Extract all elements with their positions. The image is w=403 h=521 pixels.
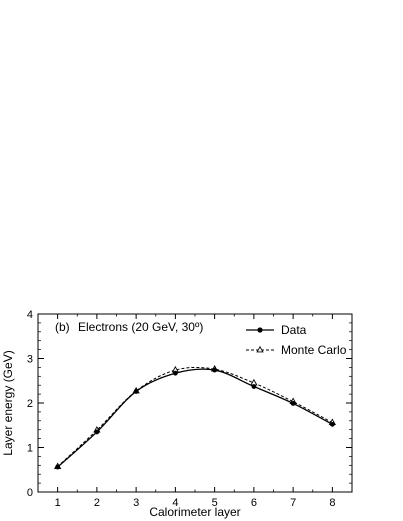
legend: Data Monte Carlo bbox=[246, 323, 347, 357]
x-tick-label: 3 bbox=[133, 497, 139, 509]
data-point bbox=[94, 429, 100, 435]
monte-carlo-line bbox=[57, 366, 333, 467]
panel-label: (b) bbox=[55, 320, 70, 334]
x-tick-label: 6 bbox=[251, 497, 257, 509]
axis-ticks: 1 2 3 4 5 6 7 8 0 1 2 3 4 bbox=[27, 309, 353, 509]
data-point bbox=[251, 384, 257, 389]
y-tick-label: 4 bbox=[27, 309, 33, 321]
legend-label-monte-carlo: Monte Carlo bbox=[281, 343, 347, 357]
y-tick-label: 3 bbox=[27, 354, 33, 366]
y-tick-label: 1 bbox=[27, 443, 33, 455]
y-axis-label: Layer energy (GeV) bbox=[1, 350, 15, 455]
x-axis-label: Calorimeter layer bbox=[149, 505, 240, 519]
legend-marker-data bbox=[257, 327, 263, 333]
series-layer bbox=[53, 365, 337, 470]
plot-area: 1 2 3 4 5 6 7 8 0 1 2 3 4 bbox=[27, 309, 353, 509]
x-tick-label: 1 bbox=[55, 497, 61, 509]
series-monte-carlo bbox=[53, 365, 337, 470]
data-point bbox=[133, 389, 139, 394]
plot-frame bbox=[37, 313, 353, 493]
data-point bbox=[329, 421, 335, 427]
x-tick-label: 5 bbox=[212, 497, 218, 509]
legend-label-data: Data bbox=[281, 323, 307, 337]
legend-entry-monte-carlo: Monte Carlo bbox=[246, 343, 347, 357]
data-point bbox=[290, 401, 296, 406]
chart-title: Electrons (20 GeV, 30º) bbox=[78, 320, 203, 334]
x-tick-label: 4 bbox=[172, 497, 178, 509]
x-tick-label: 2 bbox=[94, 497, 100, 509]
data-point bbox=[172, 370, 178, 376]
legend-entry-data: Data bbox=[246, 323, 307, 337]
y-tick-label: 0 bbox=[27, 487, 33, 499]
series-data bbox=[55, 367, 335, 470]
x-tick-label: 7 bbox=[290, 497, 296, 509]
legend-marker-monte-carlo bbox=[256, 345, 264, 353]
data-point bbox=[55, 464, 61, 470]
data-point bbox=[212, 367, 218, 373]
y-tick-label: 2 bbox=[27, 398, 33, 410]
data-line bbox=[57, 368, 333, 468]
x-tick-label: 8 bbox=[329, 497, 335, 509]
